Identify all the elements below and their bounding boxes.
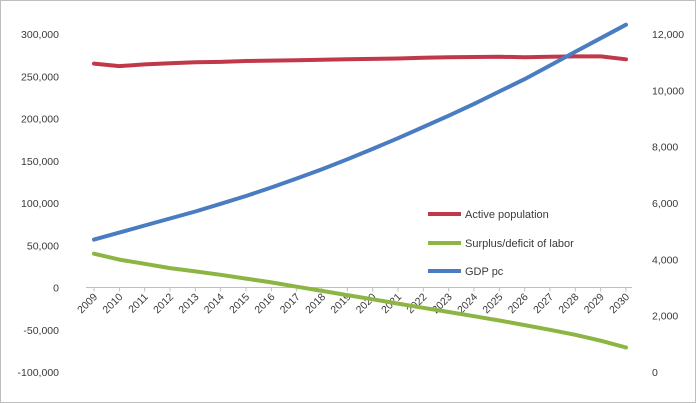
x-axis-tick-label: 2016 [252,291,277,316]
left-axis-ticks: 300,000 250,000 200,000 150,000 100,000 50,00… [18,29,60,379]
right-axis-tick-label: 4,000 [652,254,678,266]
left-axis-tick-label: -100,000 [18,367,60,379]
left-axis-tick-label: -50,000 [23,325,59,337]
left-axis-tick-label: 300,000 [21,29,59,41]
x-axis-tick-label: 2012 [151,291,176,316]
x-axis-tick-label: 2018 [303,291,328,316]
right-axis-tick-label: 0 [652,367,658,379]
left-axis-tick-label: 100,000 [21,198,59,210]
right-axis-tick-label: 12,000 [652,29,684,41]
x-axis-tick-label: 2015 [227,291,252,316]
left-axis-tick-label: 250,000 [21,71,59,83]
x-axis-tick-label: 2013 [176,291,201,316]
right-axis-tick-label: 8,000 [652,142,678,154]
legend-label-gdp-pc: GDP pc [465,266,504,278]
x-axis-tick-label: 2014 [202,291,227,316]
legend-label-active-population: Active population [465,209,549,221]
left-axis-tick-label: 50,000 [27,240,59,252]
x-axis-tick-label: 2017 [278,291,303,316]
series-line-surplus-deficit-of-labor [92,251,628,350]
x-axis-tick-label: 2028 [556,291,581,316]
series-line-active-population [92,54,628,69]
legend: Active population Surplus/deficit of labo… [428,209,574,278]
right-axis-ticks: 12,000 10,000 8,000 6,000 4,000 2,000 0 [652,29,684,379]
x-axis-tick-label: 2029 [582,291,607,316]
x-axis-tick-label: 2025 [480,291,505,316]
x-axis-ticks: 2009 2010 2011 2012 2013 2014 2015 2016 2017 2018… [75,287,632,316]
left-axis-tick-label: 200,000 [21,114,59,126]
x-axis-tick-label: 2011 [126,291,151,316]
x-axis-tick-label: 2009 [75,291,100,316]
x-axis-tick-label: 2010 [100,291,125,316]
x-axis-tick-label: 2030 [607,291,632,316]
x-axis-tick-label: 2027 [531,291,556,316]
right-axis-tick-label: 10,000 [652,85,684,97]
x-axis-tick-label: 2026 [506,291,531,316]
left-axis-tick-label: 0 [53,283,59,295]
series-lines [92,22,628,350]
left-axis-tick-label: 150,000 [21,156,59,168]
right-axis-tick-label: 2,000 [652,311,678,323]
right-axis-tick-label: 6,000 [652,198,678,210]
series-line-gdp-pc [92,22,628,242]
legend-label-surplus-deficit-of-labor: Surplus/deficit of labor [465,238,574,250]
